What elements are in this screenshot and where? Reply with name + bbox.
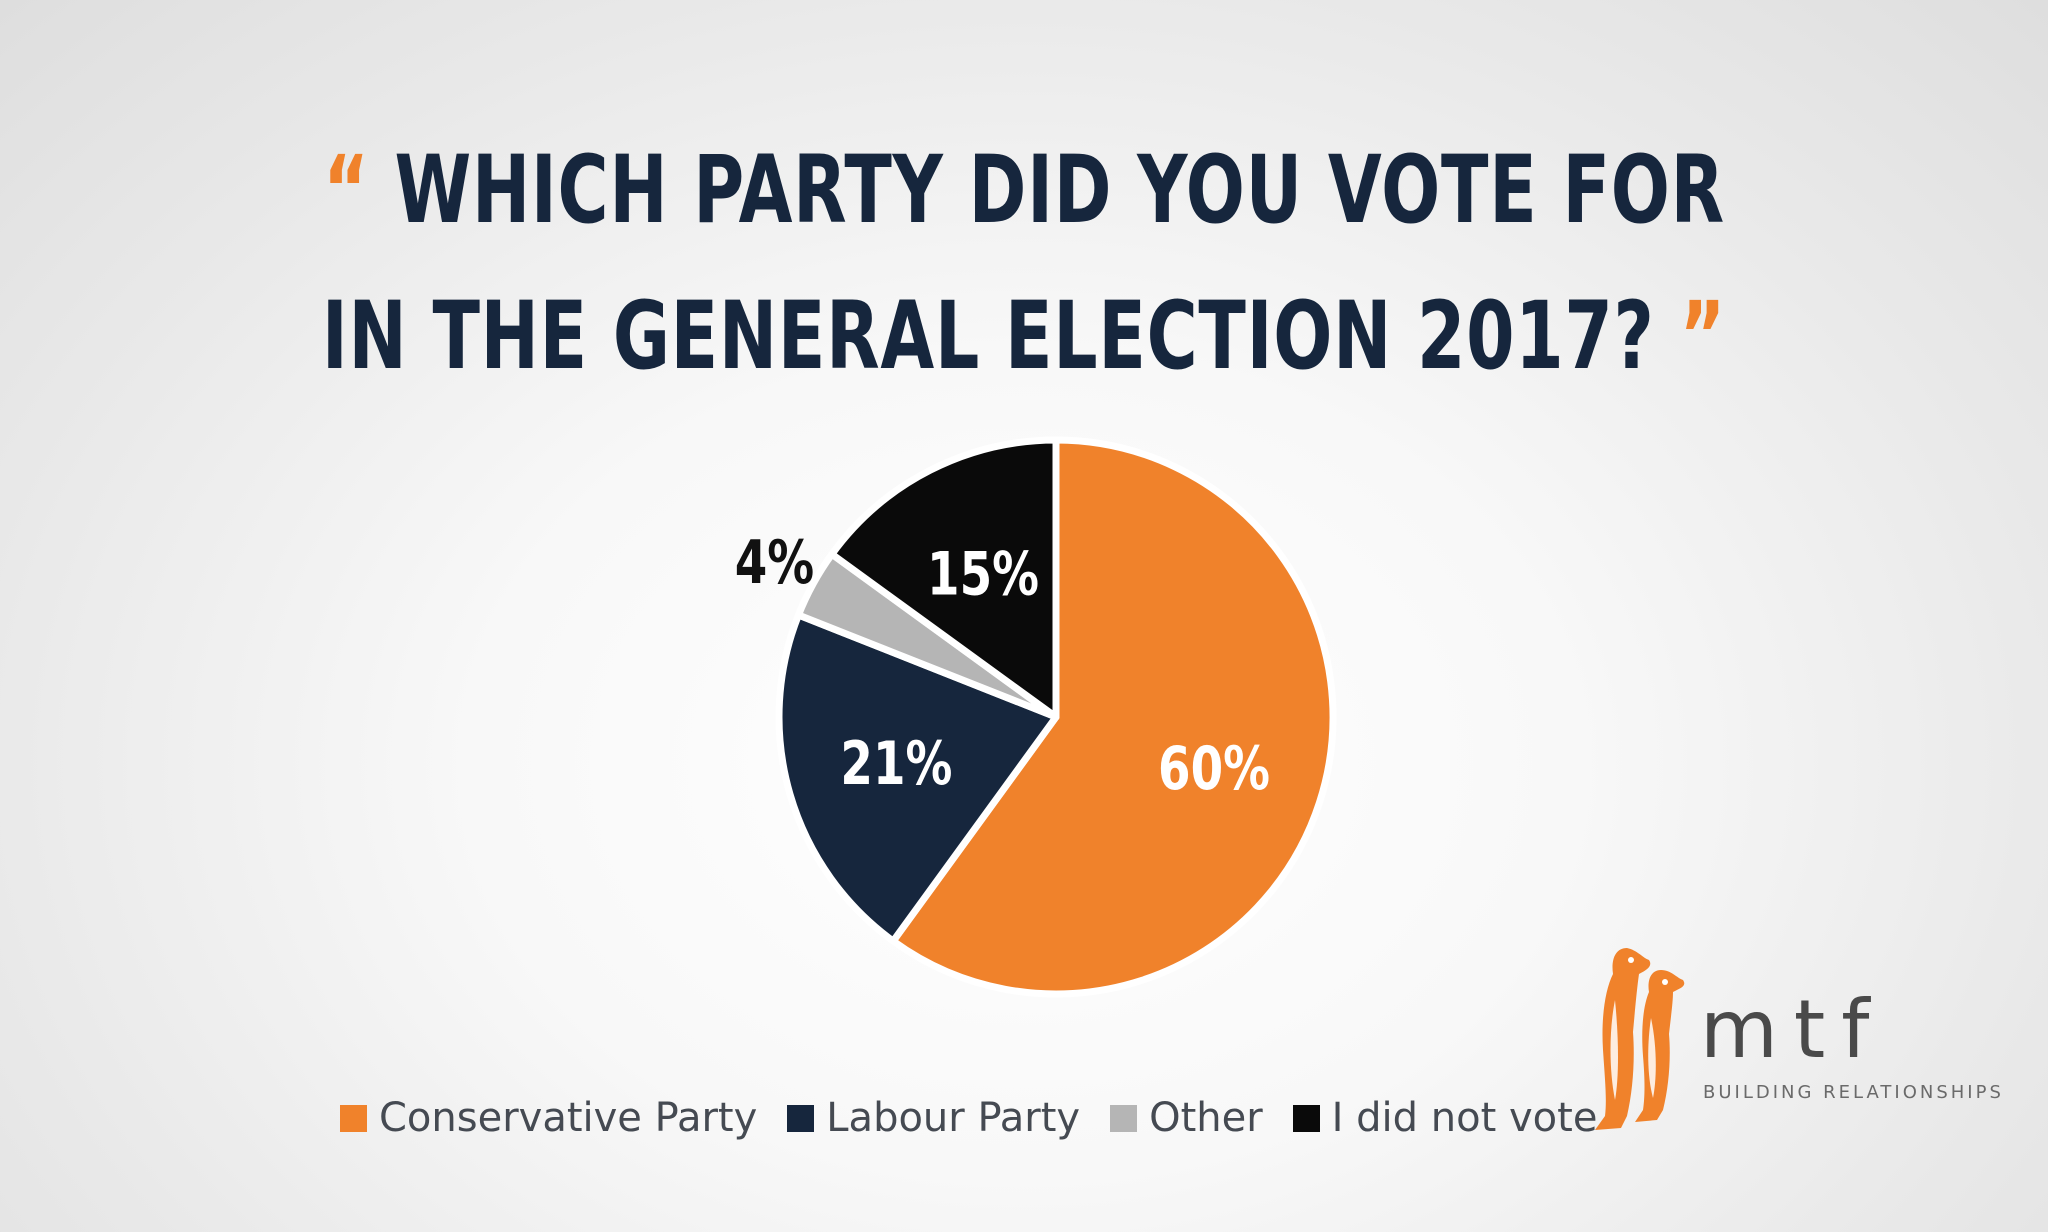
legend: Conservative Party Labour Party Other I … bbox=[340, 1090, 1627, 1146]
penguin-short-belly bbox=[1648, 1018, 1656, 1098]
penguin-tall-eye bbox=[1628, 957, 1634, 963]
legend-label-labour: Labour Party bbox=[826, 1095, 1081, 1141]
pie-slice-conservative bbox=[889, 436, 1337, 998]
legend-label-other: Other bbox=[1149, 1095, 1263, 1141]
pie-label-other: 4% bbox=[735, 527, 814, 597]
close-quote: ” bbox=[1679, 282, 1727, 391]
logo-tagline: BUILDING RELATIONSHIPS bbox=[1703, 1082, 2004, 1103]
legend-swatch-other bbox=[1110, 1104, 1138, 1132]
penguin-tall-belly bbox=[1610, 1000, 1618, 1100]
penguin-short-eye bbox=[1662, 979, 1668, 985]
chart-title: “ WHICH PARTY DID YOU VOTE FOR IN THE GE… bbox=[266, 118, 1782, 410]
mtf-logo: mtf BUILDING RELATIONSHIPS bbox=[1575, 940, 2005, 1140]
pie-label-did-not-vote: 15% bbox=[927, 539, 1039, 609]
pie-label-labour: 21% bbox=[840, 728, 952, 798]
legend-swatch-labour bbox=[787, 1104, 815, 1132]
legend-item-did-not-vote: I did not vote bbox=[1292, 1095, 1598, 1141]
logo-wordmark: mtf bbox=[1700, 983, 1886, 1076]
penguins-icon bbox=[1595, 948, 1685, 1130]
title-line-1: “ WHICH PARTY DID YOU VOTE FOR bbox=[266, 118, 1782, 264]
pie-slice-labour bbox=[775, 611, 1060, 945]
pie-slice-did-not-vote bbox=[828, 436, 1060, 721]
legend-label-did-not-vote: I did not vote bbox=[1331, 1095, 1598, 1141]
legend-item-other: Other bbox=[1110, 1095, 1263, 1141]
open-quote: “ bbox=[323, 136, 370, 245]
penguin-short bbox=[1635, 970, 1685, 1122]
penguin-tall bbox=[1595, 948, 1651, 1130]
pie-label-conservative: 60% bbox=[1158, 733, 1270, 803]
title-text-2: IN THE GENERAL ELECTION 2017? bbox=[321, 282, 1655, 391]
title-text-1: WHICH PARTY DID YOU VOTE FOR bbox=[394, 136, 1725, 245]
legend-swatch-did-not-vote bbox=[1292, 1104, 1320, 1132]
legend-item-conservative: Conservative Party bbox=[340, 1095, 757, 1141]
legend-swatch-conservative bbox=[340, 1104, 367, 1132]
legend-item-labour: Labour Party bbox=[787, 1095, 1080, 1141]
legend-label-conservative: Conservative Party bbox=[379, 1095, 758, 1141]
title-line-2: IN THE GENERAL ELECTION 2017? ” bbox=[266, 264, 1782, 410]
